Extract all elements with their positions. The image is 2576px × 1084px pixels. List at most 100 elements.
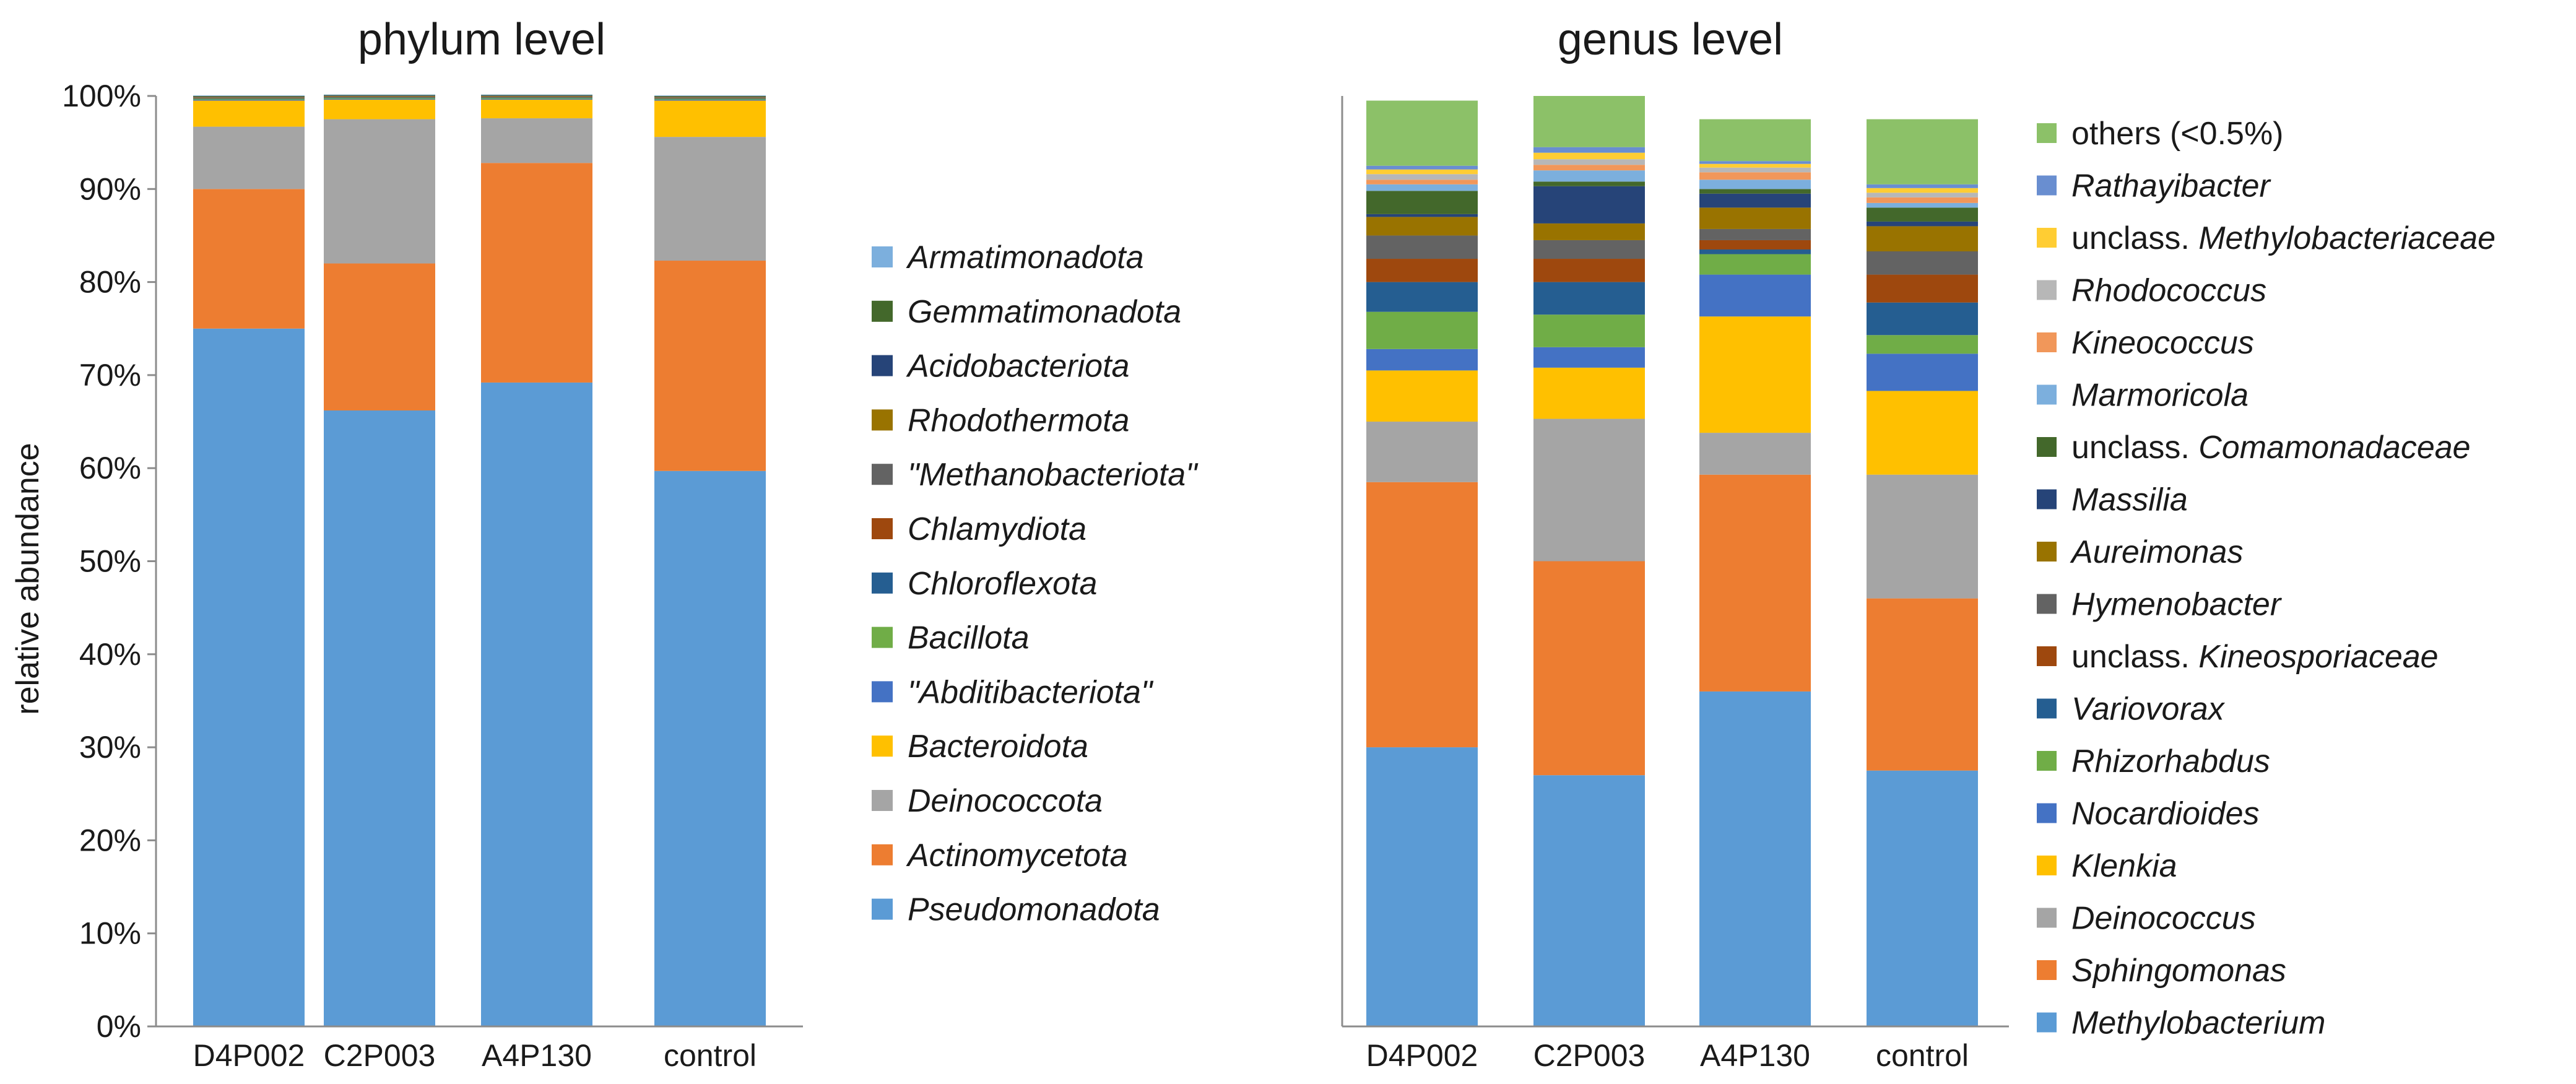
bar-segment-control-unclass-comamonadaceae xyxy=(1867,207,1978,222)
x-tick-label-d4p002: D4P002 xyxy=(193,1038,305,1073)
bar-segment-d4p002-others-0-5 xyxy=(1366,100,1478,166)
bar-segment-a4p130-bacillota xyxy=(481,98,592,99)
legend-swatch-methylobacterium xyxy=(2037,1012,2057,1033)
legend-swatch-bacteroidota xyxy=(872,735,893,757)
legend-label-bacteroidota: Bacteroidota xyxy=(908,729,1088,765)
legend-swatch-abditibacteriota xyxy=(872,681,893,703)
legend-swatch-deinococcota xyxy=(872,790,893,811)
genus-legend: others (<0.5%) Rathayibacter unclass. Meth… xyxy=(2037,116,2496,1041)
y-tick-label: 50% xyxy=(79,544,141,579)
legend-label-klenkia: Klenkia xyxy=(2071,848,2177,884)
bar-segment-control-gemmatimonadota xyxy=(654,96,766,97)
legend-label-gemmatimonadota: Gemmatimonadota xyxy=(908,294,1181,330)
bar-segment-d4p002-methylobacterium xyxy=(1366,747,1478,1026)
bar-segment-a4p130-rhodothermota xyxy=(481,96,592,97)
x-tick-label-d4p002: D4P002 xyxy=(1366,1038,1478,1073)
bar-segment-control-unclass-methylobacteriaceae xyxy=(1867,188,1978,193)
bar-segment-c2p003-abditibacteriota xyxy=(324,98,435,100)
legend-swatch-others-0-5 xyxy=(2037,123,2057,143)
bar-segment-a4p130-pseudomonadota xyxy=(481,382,592,1026)
bar-segment-d4p002-methanobacteriota xyxy=(193,97,305,98)
bar-segment-control-rhizorhabdus xyxy=(1867,335,1978,354)
bar-segment-c2p003-deinococcus xyxy=(1533,418,1645,562)
bar-segment-c2p003-unclass-kineosporiaceae xyxy=(1533,259,1645,282)
legend-label-hymenobacter: Hymenobacter xyxy=(2071,587,2283,623)
bar-segment-a4p130-klenkia xyxy=(1699,316,1811,433)
bar-segment-c2p003-klenkia xyxy=(1533,367,1645,419)
bar-segment-control-actinomycetota xyxy=(654,261,766,471)
legend-label-chlamydiota: Chlamydiota xyxy=(908,511,1086,547)
bar-segment-c2p003-kineococcus xyxy=(1533,165,1645,171)
bar-segment-control-hymenobacter xyxy=(1867,251,1978,275)
bar-segment-d4p002-deinococcota xyxy=(193,126,305,189)
legend-label-bacillota: Bacillota xyxy=(908,620,1030,656)
bar-segment-d4p002-marmoricola xyxy=(1366,184,1478,191)
legend-label-unclass-kineosporiaceae: unclass. Kineosporiaceae xyxy=(2071,639,2439,675)
legend-label-chloroflexota: Chloroflexota xyxy=(908,566,1097,602)
bar-segment-d4p002-aureimonas xyxy=(1366,217,1478,236)
legend-label-variovorax: Variovorax xyxy=(2071,692,2226,727)
legend-swatch-variovorax xyxy=(2037,698,2057,719)
legend-label-armatimonadota: Armatimonadota xyxy=(906,240,1144,275)
bar-segment-control-abditibacteriota xyxy=(654,100,766,101)
bar-segment-c2p003-nocardioides xyxy=(1533,347,1645,368)
bar-segment-c2p003-unclass-methylobacteriaceae xyxy=(1533,152,1645,160)
bar-segment-d4p002-deinococcus xyxy=(1366,422,1478,482)
legend-label-massilia: Massilia xyxy=(2071,482,2188,518)
x-tick-label-control: control xyxy=(1876,1038,1969,1073)
bar-segment-a4p130-massilia xyxy=(1699,193,1811,208)
bar-segment-c2p003-methylobacterium xyxy=(1533,775,1645,1026)
bar-segment-d4p002-unclass-comamonadaceae xyxy=(1366,191,1478,214)
bar-segment-d4p002-klenkia xyxy=(1366,370,1478,422)
y-tick-label: 100% xyxy=(62,79,141,113)
bar-segment-a4p130-chlamydiota xyxy=(481,97,592,98)
bar-segment-d4p002-hymenobacter xyxy=(1366,235,1478,259)
bar-segment-d4p002-chloroflexota xyxy=(193,98,305,99)
x-tick-label-a4p130: A4P130 xyxy=(482,1038,592,1073)
legend-label-unclass-comamonadaceae: unclass. Comamonadaceae xyxy=(2071,430,2471,466)
bar-segment-c2p003-actinomycetota xyxy=(324,263,435,411)
x-tick-label-c2p003: C2P003 xyxy=(1533,1038,1646,1073)
phylum-chart: phylum level relative abundance 0% 10% 20%… xyxy=(10,15,1199,1073)
legend-swatch-rhodococcus xyxy=(2037,280,2057,300)
legend-label-deinococcus: Deinococcus xyxy=(2071,901,2256,937)
legend-swatch-actinomycetota xyxy=(872,844,893,865)
legend-label-sphingomonas: Sphingomonas xyxy=(2071,953,2286,989)
legend-label-rathayibacter: Rathayibacter xyxy=(2071,168,2272,204)
bar-segment-a4p130-abditibacteriota xyxy=(481,98,592,100)
y-tick-label: 30% xyxy=(79,730,141,765)
legend-swatch-armatimonadota xyxy=(872,246,893,267)
genus-bars xyxy=(1366,96,1978,1026)
bar-segment-a4p130-aureimonas xyxy=(1699,207,1811,229)
bar-segment-control-klenkia xyxy=(1867,391,1978,475)
bar-segment-a4p130-rhodococcus xyxy=(1699,167,1811,173)
bar-segment-a4p130-kineococcus xyxy=(1699,172,1811,180)
y-tick-label: 90% xyxy=(79,171,141,206)
bar-segment-d4p002-rathayibacter xyxy=(1366,165,1478,170)
bar-segment-a4p130-unclass-kineosporiaceae xyxy=(1699,240,1811,249)
bar-segment-a4p130-rhizorhabdus xyxy=(1699,254,1811,275)
x-tick-label-c2p003: C2P003 xyxy=(324,1038,436,1073)
legend-swatch-marmoricola xyxy=(2037,384,2057,405)
legend-label-aureimonas: Aureimonas xyxy=(2070,534,2243,570)
bar-segment-c2p003-marmoricola xyxy=(1533,170,1645,182)
legend-label-rhizorhabdus: Rhizorhabdus xyxy=(2071,744,2270,779)
bar-segment-d4p002-armatimonadota xyxy=(193,95,305,96)
legend-swatch-unclass-methylobacteriaceae xyxy=(2037,228,2057,248)
bar-segment-d4p002-rhizorhabdus xyxy=(1366,311,1478,349)
legend-label-actinomycetota: Actinomycetota xyxy=(906,838,1128,874)
bar-segment-control-armatimonadota xyxy=(654,95,766,96)
genus-axes xyxy=(1341,96,2009,1028)
bar-segment-control-methanobacteriota xyxy=(654,97,766,98)
phylum-y-ticks: 0% 10% 20% 30% 40% 50% 60% 70% 80% 90% 100% xyxy=(62,79,156,1044)
bar-segment-control-variovorax xyxy=(1867,302,1978,336)
bar-segment-a4p130-bacteroidota xyxy=(481,100,592,119)
bar-segment-c2p003-sphingomonas xyxy=(1533,561,1645,776)
bar-segment-a4p130-unclass-comamonadaceae xyxy=(1699,189,1811,194)
legend-swatch-pseudomonadota xyxy=(872,898,893,920)
bar-segment-c2p003-aureimonas xyxy=(1533,223,1645,240)
y-tick-label: 70% xyxy=(79,358,141,392)
bar-segment-c2p003-unclass-comamonadaceae xyxy=(1533,181,1645,186)
y-tick-label: 0% xyxy=(97,1009,141,1044)
legend-swatch-sphingomonas xyxy=(2037,960,2057,980)
